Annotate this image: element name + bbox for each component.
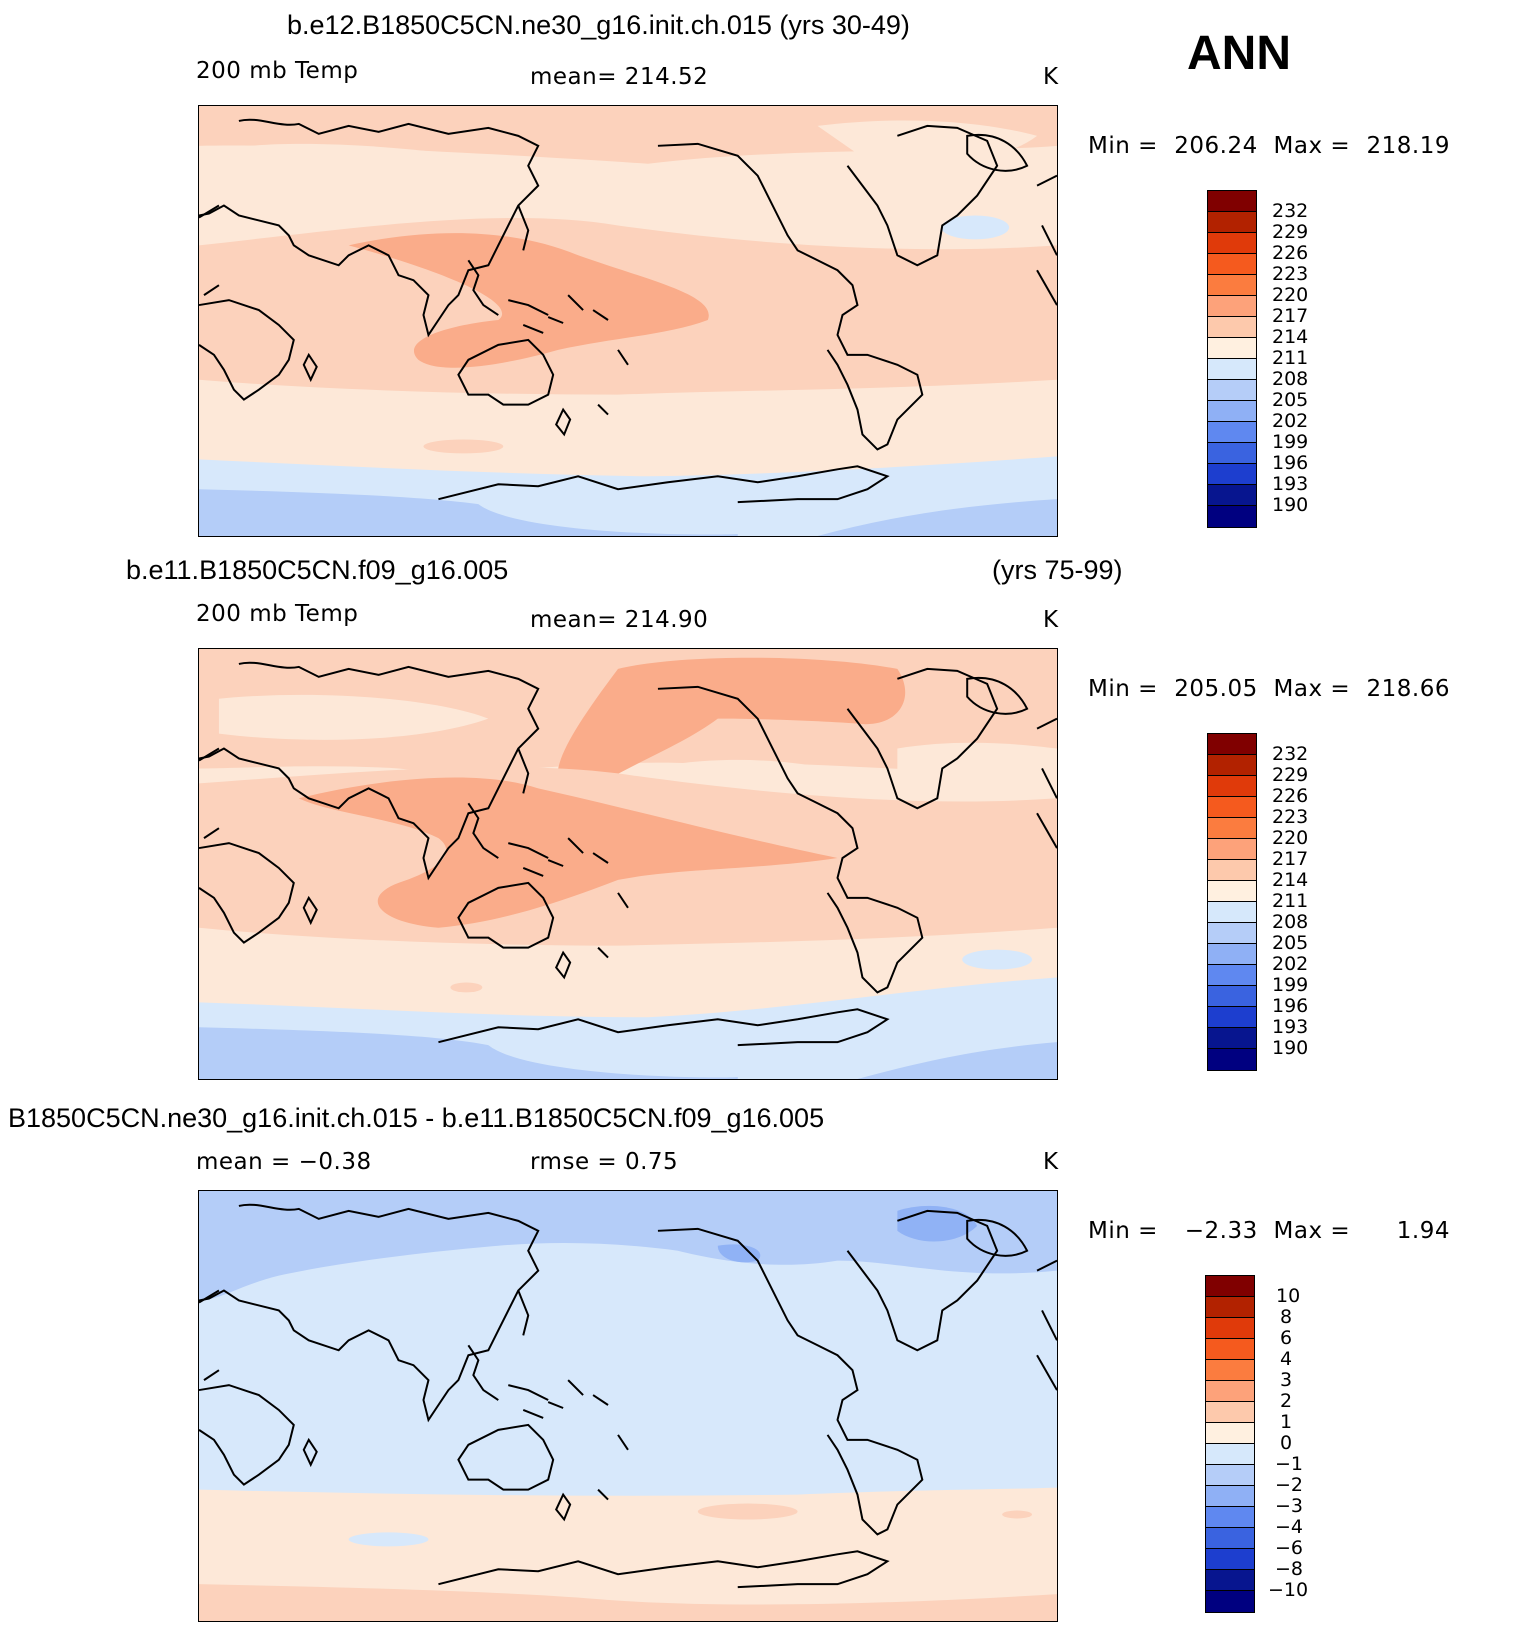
panel3-tick: −10 — [1268, 1579, 1309, 1601]
panel2-minmax: Min = 205.05 Max = 218.66 — [1088, 676, 1450, 702]
panel3-min-value: −2.33 — [1184, 1218, 1258, 1244]
panel2-mean-label: mean= 214.90 — [530, 607, 709, 633]
panel3-tick: −8 — [1275, 1558, 1304, 1580]
panel3-tick: 1 — [1280, 1411, 1293, 1433]
panel3-tick: −3 — [1275, 1495, 1304, 1517]
panel3-tick: −1 — [1275, 1453, 1304, 1475]
panel2-tick: 190 — [1272, 1037, 1309, 1059]
panel1-min-label: Min = — [1088, 133, 1158, 159]
panel1-mean-label: mean= 214.52 — [530, 64, 709, 90]
panel2-tick: 226 — [1272, 785, 1309, 807]
panel2-tick: 202 — [1272, 953, 1309, 975]
panel3-minmax: Min = −2.33 Max = 1.94 — [1088, 1218, 1450, 1244]
panel2-tick: 220 — [1272, 827, 1309, 849]
panel2-tick: 223 — [1272, 806, 1309, 828]
panel3-tick: 0 — [1280, 1432, 1293, 1454]
panel3-tick: 2 — [1280, 1390, 1293, 1412]
panel1-tick: 190 — [1272, 494, 1309, 516]
panel2-tick: 214 — [1272, 869, 1309, 891]
panel1-tick: 220 — [1272, 284, 1309, 306]
panel1-coastlines — [199, 118, 1057, 504]
panel2-tick: 193 — [1272, 1016, 1309, 1038]
panel3-tick: 8 — [1280, 1306, 1293, 1328]
panel1-tick: 214 — [1272, 326, 1309, 348]
panel3-tick: −4 — [1275, 1516, 1304, 1538]
panel1-tick: 205 — [1272, 389, 1309, 411]
panel2-tick: 196 — [1272, 995, 1309, 1017]
panel3-max-label: Max = — [1273, 1218, 1351, 1244]
panel3-units-label: K — [1043, 1149, 1059, 1175]
panel1-variable-label: 200 mb Temp — [196, 58, 359, 84]
panel1-tick: 232 — [1272, 200, 1309, 222]
panel1-map — [198, 105, 1058, 537]
panel2-max-label: Max = — [1273, 676, 1351, 702]
panel1-max-label: Max = — [1273, 133, 1351, 159]
panel1-tick: 211 — [1272, 347, 1309, 369]
panel3-rmse-label: rmse = 0.75 — [530, 1149, 679, 1175]
panel3-contour-map — [199, 1191, 1057, 1621]
panel2-tick: 199 — [1272, 974, 1309, 996]
panel1-tick: 223 — [1272, 263, 1309, 285]
panel2-coastlines — [199, 661, 1057, 1047]
panel2-units-label: K — [1043, 607, 1059, 633]
panel1-title: b.e12.B1850C5CN.ne30_g16.init.ch.015 (yr… — [287, 10, 910, 40]
panel2-tick: 208 — [1272, 911, 1309, 933]
panel2-colorbar — [1207, 733, 1257, 1071]
panel3-max-value: 1.94 — [1396, 1218, 1450, 1244]
panel1-max-value: 218.19 — [1366, 133, 1450, 159]
panel2-title: b.e11.B1850C5CN.f09_g16.005 — [126, 555, 509, 585]
panel3-tick: 10 — [1276, 1285, 1301, 1307]
panel1-tick: 208 — [1272, 368, 1309, 390]
panel3-mean-label: mean = −0.38 — [196, 1149, 372, 1175]
panel2-title-years: (yrs 75-99) — [992, 555, 1123, 585]
panel2-map — [198, 648, 1058, 1080]
panel2-min-label: Min = — [1088, 676, 1158, 702]
panel3-coastlines — [199, 1203, 1057, 1589]
panel2-min-value: 205.05 — [1174, 676, 1258, 702]
panel1-tick: 199 — [1272, 431, 1309, 453]
panel3-colorbar — [1205, 1275, 1255, 1613]
panel2-variable-label: 200 mb Temp — [196, 601, 359, 627]
panel1-tick: 202 — [1272, 410, 1309, 432]
panel3-title: B1850C5CN.ne30_g16.init.ch.015 - b.e11.B… — [8, 1103, 825, 1133]
panel3-min-label: Min = — [1088, 1218, 1158, 1244]
panel1-tick: 226 — [1272, 242, 1309, 264]
panel2-contour-map — [199, 649, 1057, 1079]
panel2-tick: 211 — [1272, 890, 1309, 912]
panel2-tick: 229 — [1272, 764, 1309, 786]
season-label: ANN — [1187, 27, 1291, 80]
panel1-contour-map — [199, 106, 1057, 536]
panel3-tick: −6 — [1275, 1537, 1304, 1559]
panel1-colorbar — [1207, 190, 1257, 528]
panel3-tick: −2 — [1275, 1474, 1304, 1496]
panel1-minmax: Min = 206.24 Max = 218.19 — [1088, 133, 1450, 159]
panel2-tick: 232 — [1272, 743, 1309, 765]
panel1-units-label: K — [1043, 64, 1059, 90]
panel3-tick: 4 — [1280, 1348, 1293, 1370]
panel1-tick: 193 — [1272, 473, 1309, 495]
panel1-tick: 229 — [1272, 221, 1309, 243]
panel1-tick: 196 — [1272, 452, 1309, 474]
panel3-tick: 6 — [1280, 1327, 1293, 1349]
panel2-max-value: 218.66 — [1366, 676, 1450, 702]
panel2-tick: 217 — [1272, 848, 1309, 870]
panel3-map — [198, 1190, 1058, 1622]
panel1-min-value: 206.24 — [1174, 133, 1258, 159]
panel3-tick: 3 — [1280, 1369, 1293, 1391]
panel1-tick: 217 — [1272, 305, 1309, 327]
panel2-tick: 205 — [1272, 932, 1309, 954]
